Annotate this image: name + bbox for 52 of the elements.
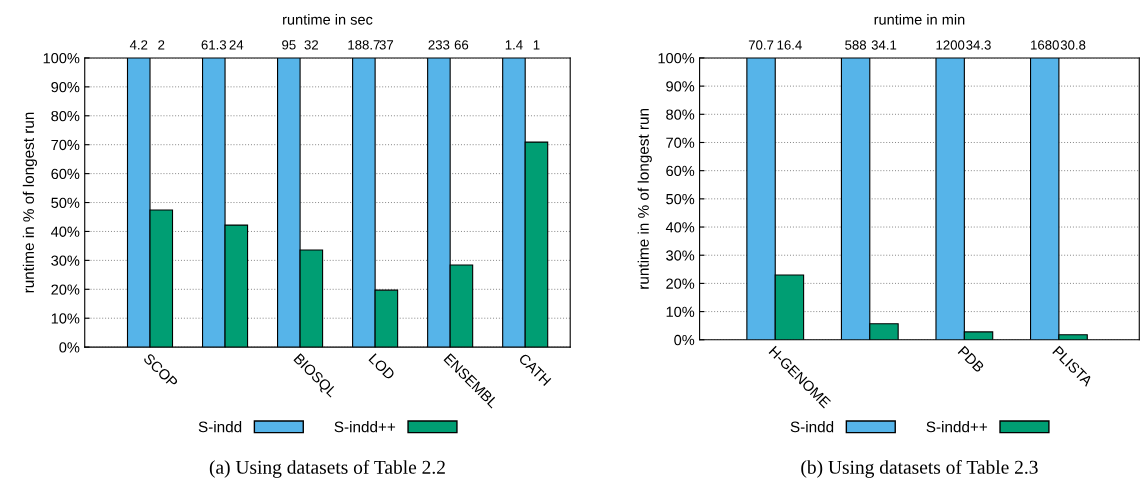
y-tick-label: 70% <box>666 137 695 148</box>
text: 1680 <box>1031 40 1059 50</box>
legend-label: S-indd <box>790 421 834 433</box>
legend-label: S-indd++ <box>334 421 396 433</box>
y-axis-title: runtime in % of longest run <box>22 112 38 293</box>
text: 34.1 <box>871 40 897 50</box>
y-tick-label: 10% <box>666 306 695 318</box>
y-tick-label: 30% <box>51 255 80 266</box>
y-tick-label: 20% <box>666 278 695 289</box>
text: 188.7 <box>348 40 380 50</box>
y-tick-label: 60% <box>51 168 80 180</box>
text: 32 <box>304 40 319 50</box>
y-tick-label: 10% <box>51 313 80 324</box>
y-tick-label: 30% <box>666 250 695 261</box>
y-tick-label: 40% <box>665 222 695 233</box>
text: 1200 <box>936 40 965 50</box>
y-tick-label: 60% <box>666 165 695 177</box>
text: 4.2 <box>129 40 148 50</box>
chart-title: runtime in min <box>874 14 965 25</box>
text: 2 <box>158 40 165 50</box>
y-tick-label: 0% <box>59 342 80 353</box>
y-tick-label: 90% <box>666 81 695 92</box>
text: 30.8 <box>1060 40 1086 50</box>
text: 70.7 <box>748 40 774 50</box>
text: 16.4 <box>777 40 802 50</box>
text: 1.4 <box>505 40 523 50</box>
y-axis-title: runtime in % of longest run <box>637 108 652 289</box>
y-tick-label: 100% <box>43 53 80 64</box>
text: 95 <box>282 40 296 50</box>
text: (b) Using datasets of Table 2.3 <box>801 459 1038 478</box>
text: (a) Using datasets of Table 2.2 <box>209 459 445 478</box>
text: 24 <box>229 40 244 50</box>
text: 1 <box>533 40 540 50</box>
text: 61.3 <box>201 40 227 50</box>
y-tick-label: 40% <box>51 226 80 237</box>
y-tick-label: 50% <box>666 193 695 205</box>
legend-label: S-indd++ <box>926 421 988 433</box>
y-tick-label: 100% <box>658 53 695 64</box>
y-tick-label: 90% <box>51 81 80 93</box>
y-tick-label: 70% <box>51 139 80 151</box>
chart-title: runtime in sec <box>283 14 373 25</box>
text: 233 <box>428 40 450 50</box>
y-tick-label: 80% <box>51 110 80 122</box>
y-tick-label: 0% <box>674 334 695 346</box>
legend-label: S-indd <box>198 421 242 433</box>
text: 588 <box>845 40 867 50</box>
text: 34.3 <box>966 40 991 50</box>
y-tick-label: 50% <box>51 197 80 208</box>
y-tick-label: 80% <box>666 109 695 120</box>
text: 66 <box>454 40 469 50</box>
y-tick-label: 20% <box>51 284 80 295</box>
text: 37 <box>379 40 394 50</box>
